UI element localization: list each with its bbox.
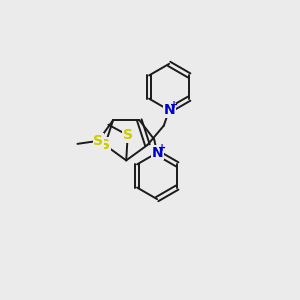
- Text: S: S: [123, 128, 133, 142]
- Text: S: S: [93, 134, 103, 148]
- Text: N: N: [151, 146, 163, 160]
- Text: N: N: [163, 103, 175, 117]
- Text: +: +: [158, 143, 166, 153]
- Text: S: S: [100, 138, 110, 152]
- Text: +: +: [170, 100, 178, 110]
